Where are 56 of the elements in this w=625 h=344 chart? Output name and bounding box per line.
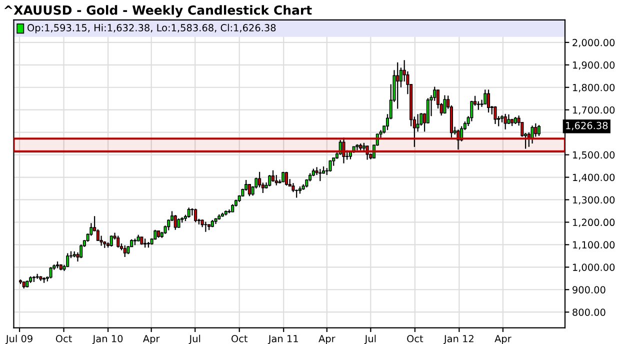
x-tick-label: Jan 10 — [92, 334, 123, 344]
candlestick — [328, 160, 332, 172]
candlestick — [356, 144, 359, 151]
candlestick — [177, 218, 180, 228]
x-tick-label: Oct — [231, 334, 248, 342]
x-tick-label: Jul 09 — [5, 334, 32, 344]
candlestick — [187, 207, 190, 218]
candlestick — [486, 89, 490, 114]
candlestick — [507, 114, 510, 125]
candlestick — [174, 214, 177, 230]
y-tick-label: 1,000.00 — [573, 264, 615, 272]
candlestick — [194, 208, 198, 223]
candlestick — [494, 106, 497, 125]
candlestick — [396, 62, 400, 110]
candlestick — [443, 94, 446, 114]
y-tick-label: 800.00 — [572, 308, 606, 316]
candlestick — [318, 168, 322, 182]
x-tick-label: Oct — [56, 334, 72, 342]
y-tick-label: 1,100.00 — [573, 241, 615, 250]
candlestick — [123, 244, 126, 258]
candlestick — [271, 170, 275, 182]
candlestick — [484, 89, 487, 105]
candlestick — [49, 266, 52, 279]
candlestick — [204, 221, 208, 232]
candlestick — [80, 244, 83, 259]
x-tick-label: Jan 12 — [443, 334, 474, 344]
y-tick-label: 1,900.00 — [573, 61, 615, 70]
candlestick — [268, 174, 272, 187]
y-tick-label: 1,400.00 — [573, 174, 615, 182]
chart-title: ^XAUUSD - Gold - Weekly Candlestick Chart — [4, 5, 312, 18]
candlestick — [504, 113, 507, 130]
x-tick-label: Apr — [318, 335, 336, 344]
candlestick — [116, 235, 120, 248]
x-tick-label: Jul — [364, 334, 376, 344]
y-tick-label: 2,000.00 — [572, 38, 615, 48]
annotation: Op:1,593.15, Hi:1,632.38, Lo:1,583.68, Cl:1,626.38 — [28, 24, 276, 34]
x-tick-label: Apr — [142, 335, 160, 344]
x-tick-label: Oct — [407, 334, 424, 342]
candlestick — [534, 122, 538, 138]
candlestick — [274, 174, 278, 186]
candlestick — [470, 100, 474, 122]
y-tick-label: 1,700.00 — [573, 106, 615, 115]
x-tick-label: Apr — [494, 335, 512, 344]
annotation: 1,626.38 — [566, 122, 608, 130]
candlestick — [284, 171, 288, 186]
y-tick-label: 1,200.00 — [573, 218, 615, 228]
x-tick-label: Jan 11 — [268, 335, 298, 344]
candlestick — [416, 114, 420, 132]
y-tick-label: 1,300.00 — [573, 196, 615, 205]
y-tick-label: 1,800.00 — [573, 84, 615, 92]
candlestick — [66, 252, 70, 268]
y-tick-label: 900.00 — [572, 286, 606, 294]
x-tick-label: Jul — [188, 334, 200, 344]
candlestick — [538, 124, 541, 137]
y-tick-label: 1,500.00 — [573, 151, 615, 160]
candlestick — [248, 183, 251, 197]
